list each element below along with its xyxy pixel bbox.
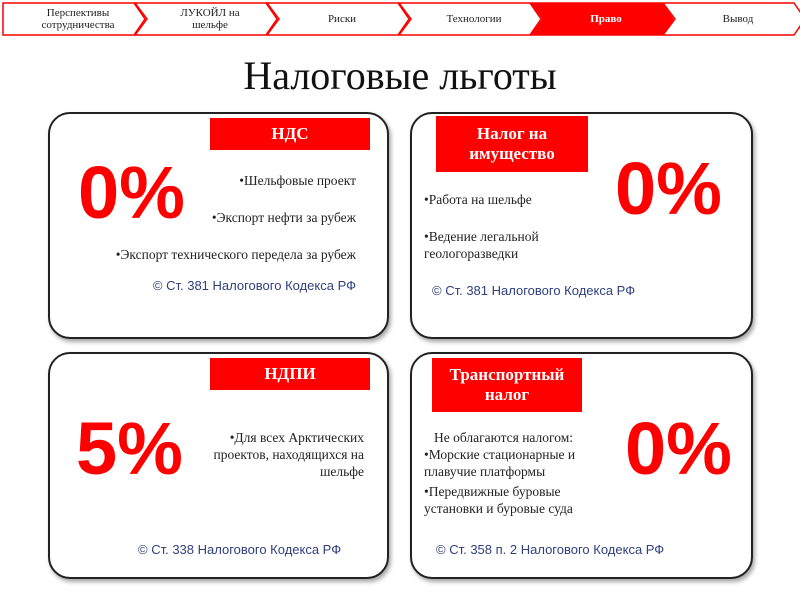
card-property-tax-tag: Налог на имущество: [436, 116, 588, 172]
nav-step-label: Вывод: [722, 13, 754, 25]
card-vat-item: •Экспорт нефти за рубеж: [211, 210, 356, 225]
card-vat-rate: 0%: [78, 151, 185, 234]
card-vat-item: •Экспорт технического передела за рубеж: [115, 247, 356, 262]
navigation-steps: Перспективы сотрудничества ЛУКОЙЛ на шель…: [2, 2, 800, 36]
card-mineral-tax-reference: © Ст. 338 Налогового Кодекса РФ: [138, 542, 342, 557]
card-transport-tax-rate: 0%: [625, 407, 732, 490]
card-transport-tax-item: •Морские стационарные и плавучие платфор…: [424, 447, 576, 479]
card-property-tax-rate: 0%: [615, 147, 722, 230]
card-vat-item: •Шельфовые проект: [239, 173, 356, 188]
nav-step-law[interactable]: Право: [530, 2, 674, 36]
card-mineral-tax-tag: НДПИ: [210, 358, 370, 390]
card-vat-tag: НДС: [210, 118, 370, 150]
nav-step-technologies[interactable]: Технологии: [398, 2, 542, 36]
nav-step-lukoil[interactable]: ЛУКОЙЛ на шельфе: [134, 2, 278, 36]
card-property-tax-item: •Работа на шельфе: [424, 192, 532, 207]
card-vat-reference: © Ст. 381 Налогового Кодекса РФ: [152, 278, 356, 293]
nav-step-label: ЛУКОЙЛ на шельфе: [180, 7, 240, 31]
card-mineral-tax-item: •Для всех Арктических проектов, находящи…: [213, 430, 364, 479]
card-transport-tax-tag: Транспортный налог: [432, 358, 582, 412]
nav-step-label: Перспективы сотрудничества: [41, 7, 115, 31]
nav-step-label: Технологии: [446, 13, 502, 25]
card-property-tax-item: •Ведение легальной геологоразведки: [424, 229, 539, 261]
nav-step-label: Риски: [327, 13, 357, 25]
nav-step-cooperation[interactable]: Перспективы сотрудничества: [2, 2, 146, 36]
card-transport-tax-intro: Не облагаются налогом:: [434, 430, 574, 445]
card-transport-tax-reference: © Ст. 358 п. 2 Налогового Кодекса РФ: [436, 542, 665, 557]
page-title: Налоговые льготы: [243, 53, 557, 98]
card-property-tax-reference: © Ст. 381 Налогового Кодекса РФ: [432, 283, 636, 298]
card-mineral-tax-rate: 5%: [76, 407, 183, 490]
nav-step-risks[interactable]: Риски: [266, 2, 410, 36]
nav-step-label: Право: [590, 13, 622, 25]
card-transport-tax-item: •Передвижные буровые установки и буровые…: [424, 484, 573, 516]
nav-step-conclusion[interactable]: Вывод: [662, 2, 800, 36]
